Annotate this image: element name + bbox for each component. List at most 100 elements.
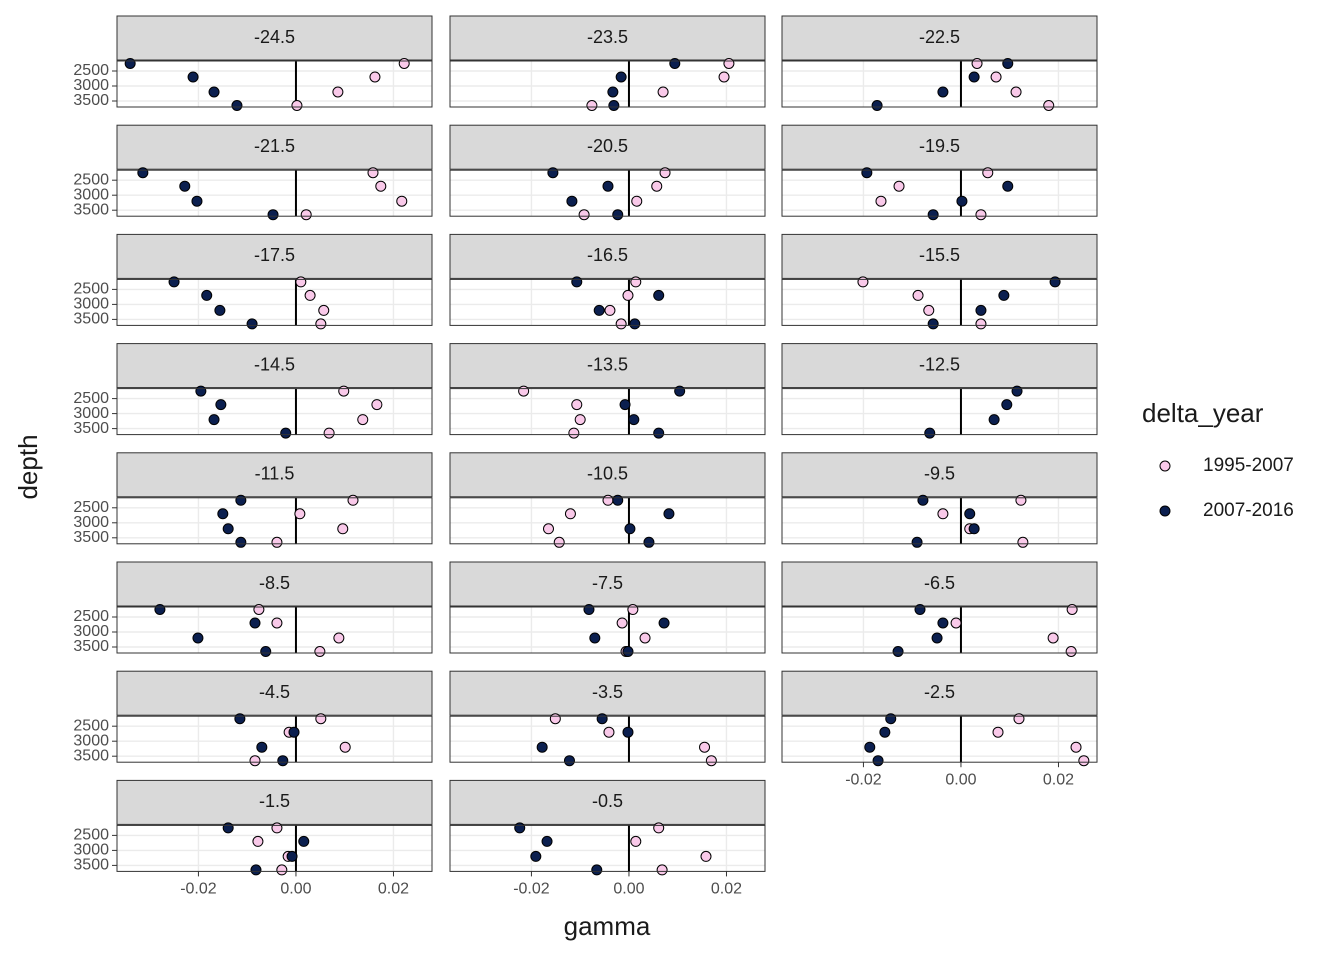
point bbox=[608, 99, 620, 111]
point bbox=[627, 603, 639, 615]
panel-background bbox=[450, 716, 765, 763]
point bbox=[291, 99, 303, 111]
point bbox=[602, 494, 614, 506]
y-tick-label: 3000 bbox=[73, 186, 109, 203]
point bbox=[629, 318, 641, 330]
point bbox=[596, 713, 608, 725]
point bbox=[1078, 755, 1090, 767]
point bbox=[249, 755, 261, 767]
strip bbox=[449, 561, 766, 607]
point bbox=[923, 304, 935, 316]
point bbox=[700, 850, 712, 862]
point bbox=[631, 195, 643, 207]
strip-label: -21.5 bbox=[254, 136, 295, 156]
panel-background bbox=[450, 825, 765, 872]
point bbox=[568, 427, 580, 439]
point bbox=[616, 617, 628, 629]
point bbox=[893, 180, 905, 192]
point bbox=[628, 414, 640, 426]
panel-border bbox=[116, 169, 433, 217]
point bbox=[214, 304, 226, 316]
point bbox=[566, 195, 578, 207]
x-tick-label: 0.02 bbox=[1043, 771, 1074, 788]
point bbox=[630, 835, 642, 847]
panel-border bbox=[116, 606, 433, 654]
strip-label: -23.5 bbox=[587, 27, 628, 47]
panel-border bbox=[116, 497, 433, 545]
x-tick-label: -0.02 bbox=[180, 881, 217, 898]
point bbox=[235, 536, 247, 548]
panel-background bbox=[117, 61, 432, 107]
point bbox=[332, 86, 344, 98]
legend-label: 1995-2007 bbox=[1203, 455, 1294, 476]
point bbox=[564, 508, 576, 520]
point bbox=[872, 755, 884, 767]
point bbox=[124, 57, 136, 69]
legend-title: delta_year bbox=[1142, 398, 1264, 428]
point bbox=[659, 167, 671, 179]
panel-background bbox=[782, 170, 1097, 217]
point bbox=[530, 850, 542, 862]
point bbox=[622, 289, 634, 301]
point bbox=[975, 304, 987, 316]
panel-background bbox=[117, 497, 432, 544]
strip-label: -11.5 bbox=[255, 464, 295, 484]
point bbox=[914, 603, 926, 615]
point bbox=[137, 167, 149, 179]
point bbox=[217, 508, 229, 520]
panel-background bbox=[117, 825, 432, 872]
point bbox=[231, 99, 243, 111]
y-tick-label: 3000 bbox=[73, 514, 109, 531]
y-tick-label: 2500 bbox=[73, 62, 109, 79]
panel-background bbox=[117, 607, 432, 653]
strip bbox=[449, 233, 766, 279]
point bbox=[256, 741, 268, 753]
point bbox=[1002, 180, 1014, 192]
point bbox=[651, 180, 663, 192]
panel-border bbox=[449, 606, 766, 654]
point bbox=[298, 835, 310, 847]
point bbox=[615, 318, 627, 330]
strip-label: -0.5 bbox=[592, 791, 623, 811]
point bbox=[857, 276, 869, 288]
strip bbox=[781, 670, 1098, 716]
point bbox=[154, 603, 166, 615]
panel-border bbox=[449, 497, 766, 545]
panel-border bbox=[781, 606, 1098, 654]
x-axis-title: gamma bbox=[564, 911, 651, 941]
point bbox=[982, 167, 994, 179]
legend-key bbox=[1159, 460, 1171, 472]
x-tick-label: 0.00 bbox=[613, 881, 644, 898]
point bbox=[911, 536, 923, 548]
point bbox=[187, 71, 199, 83]
point bbox=[971, 57, 983, 69]
panel-border bbox=[449, 60, 766, 108]
strip-label: -13.5 bbox=[587, 354, 628, 374]
strip bbox=[116, 233, 433, 279]
point bbox=[208, 86, 220, 98]
y-tick-label: 3000 bbox=[73, 405, 109, 422]
point bbox=[864, 741, 876, 753]
point bbox=[657, 86, 669, 98]
point bbox=[541, 835, 553, 847]
y-tick-label: 3500 bbox=[73, 529, 109, 546]
point bbox=[235, 494, 247, 506]
point bbox=[563, 755, 575, 767]
point bbox=[369, 71, 381, 83]
strip-label: -9.5 bbox=[924, 464, 955, 484]
strip bbox=[116, 124, 433, 170]
legend-key bbox=[1159, 505, 1171, 517]
strip bbox=[116, 15, 433, 61]
point bbox=[246, 318, 258, 330]
point bbox=[612, 209, 624, 221]
point bbox=[347, 494, 359, 506]
point bbox=[603, 726, 615, 738]
point bbox=[964, 508, 976, 520]
y-tick-label: 2500 bbox=[73, 499, 109, 516]
strip bbox=[781, 233, 1098, 279]
point bbox=[607, 86, 619, 98]
point bbox=[367, 167, 379, 179]
point bbox=[992, 726, 1004, 738]
strip bbox=[449, 452, 766, 498]
